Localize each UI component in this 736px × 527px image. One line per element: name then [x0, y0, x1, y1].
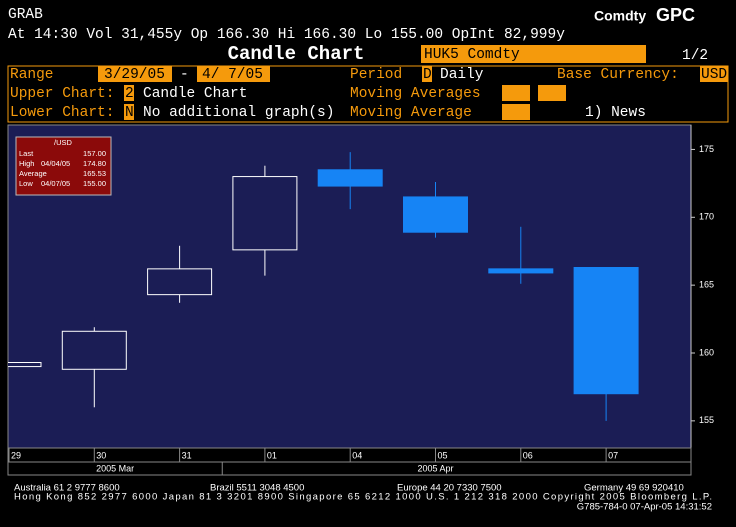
ticker: GPC: [656, 5, 695, 25]
candle-body-down: [573, 267, 639, 395]
news-link[interactable]: 1) News: [585, 105, 646, 121]
field-value: USD: [701, 67, 727, 83]
footer: Europe 44 20 7330 7500: [397, 483, 502, 494]
footer: Hong Kong 852 2977 6000 Japan 81 3 3201 …: [14, 492, 712, 503]
label: Period: [350, 67, 402, 83]
label: Range: [10, 67, 54, 83]
value: Daily: [440, 67, 484, 83]
field[interactable]: [124, 104, 134, 120]
candle-body-down: [488, 268, 554, 274]
x-group-label: 2005 Mar: [96, 463, 134, 473]
candle-body-up: [147, 268, 213, 296]
info-date: 04/04/05: [41, 159, 70, 168]
info-value: 157.00: [83, 149, 106, 158]
candle-body-up: [8, 362, 42, 368]
field[interactable]: [98, 66, 172, 82]
label: Moving Averages: [350, 86, 481, 102]
value: No additional graph(s): [143, 105, 334, 121]
security-field: [421, 45, 646, 63]
grab: GRAB: [8, 7, 43, 23]
x-tick-label: 07: [608, 450, 618, 460]
label: Upper Chart:: [10, 86, 114, 102]
field[interactable]: [124, 85, 134, 101]
x-tick-label: 06: [523, 450, 533, 460]
info-label: High: [19, 159, 34, 168]
value: Candle Chart: [143, 86, 247, 102]
field[interactable]: [502, 104, 530, 120]
info-label: Last: [19, 149, 34, 158]
label: Moving Average: [350, 105, 472, 121]
label: Lower Chart:: [10, 105, 114, 121]
field[interactable]: [197, 66, 270, 82]
plot: 155 160 165 170 175 29 30 31 01 04 05 06 07 2005 Mar 2…: [7, 124, 714, 476]
x-tick-label: 01: [267, 450, 277, 460]
candles: [8, 152, 639, 421]
y-tick-label: 170: [699, 212, 714, 222]
info-date: 04/07/05: [41, 179, 70, 188]
footer: Germany 49 69 920410: [584, 483, 684, 494]
page-number: 1/2: [682, 48, 708, 64]
title: Candle Chart: [228, 43, 365, 65]
y-tick-label: 160: [699, 347, 714, 357]
field[interactable]: [538, 85, 566, 101]
candle-body-up: [61, 330, 127, 370]
label: Base Currency:: [557, 67, 679, 83]
x-tick-label: 30: [96, 450, 106, 460]
form-frame: [7, 65, 729, 123]
info-label: Low: [19, 179, 33, 188]
footer: Brazil 5511 3048 4500: [210, 483, 304, 494]
info-label: Average: [19, 169, 47, 178]
candle-body-up: [232, 176, 298, 251]
info-value: 155.00: [83, 179, 106, 188]
y-tick-label: 165: [699, 280, 714, 290]
x-tick-label: 04: [352, 450, 362, 460]
y-tick-label: 155: [699, 415, 714, 425]
x-tick-label: 29: [11, 450, 21, 460]
field-value: N: [125, 105, 134, 121]
info-box: [15, 136, 112, 196]
field-value: 4/ 7/05: [202, 67, 263, 83]
x-group-label: 2005 Apr: [417, 463, 453, 473]
field[interactable]: [700, 66, 728, 82]
info-value: 174.80: [83, 159, 106, 168]
info-value: 165.53: [83, 169, 106, 178]
security: HUK5 Comdty: [424, 47, 520, 63]
y-tick-label: 175: [699, 144, 714, 154]
x-tick-label: 31: [182, 450, 192, 460]
candle-body-down: [403, 196, 468, 233]
separator: -: [180, 67, 189, 83]
footer: Australia 61 2 9777 8600: [14, 483, 120, 494]
field-value: 3/29/05: [104, 67, 165, 83]
footer: G785-784-0 07-Apr-05 14:31:52: [577, 502, 712, 513]
field-value: D: [423, 67, 432, 83]
x-tick-label: 05: [438, 450, 448, 460]
field[interactable]: [502, 85, 530, 101]
info-title: /USD: [54, 138, 73, 147]
market: Comdty: [594, 8, 646, 24]
quote: At 14:30 Vol 31,455y Op 166.30 Hi 166.30…: [8, 27, 565, 43]
field[interactable]: [422, 66, 432, 82]
candle-body-down: [317, 169, 383, 187]
field-value: 2: [125, 86, 134, 102]
